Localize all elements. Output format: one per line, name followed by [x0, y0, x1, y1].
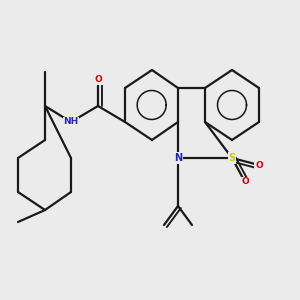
Text: N: N: [174, 153, 182, 163]
Text: O: O: [255, 160, 263, 169]
Text: O: O: [94, 76, 102, 85]
Text: O: O: [241, 178, 249, 187]
Text: S: S: [228, 153, 236, 163]
Text: NH: NH: [63, 118, 79, 127]
